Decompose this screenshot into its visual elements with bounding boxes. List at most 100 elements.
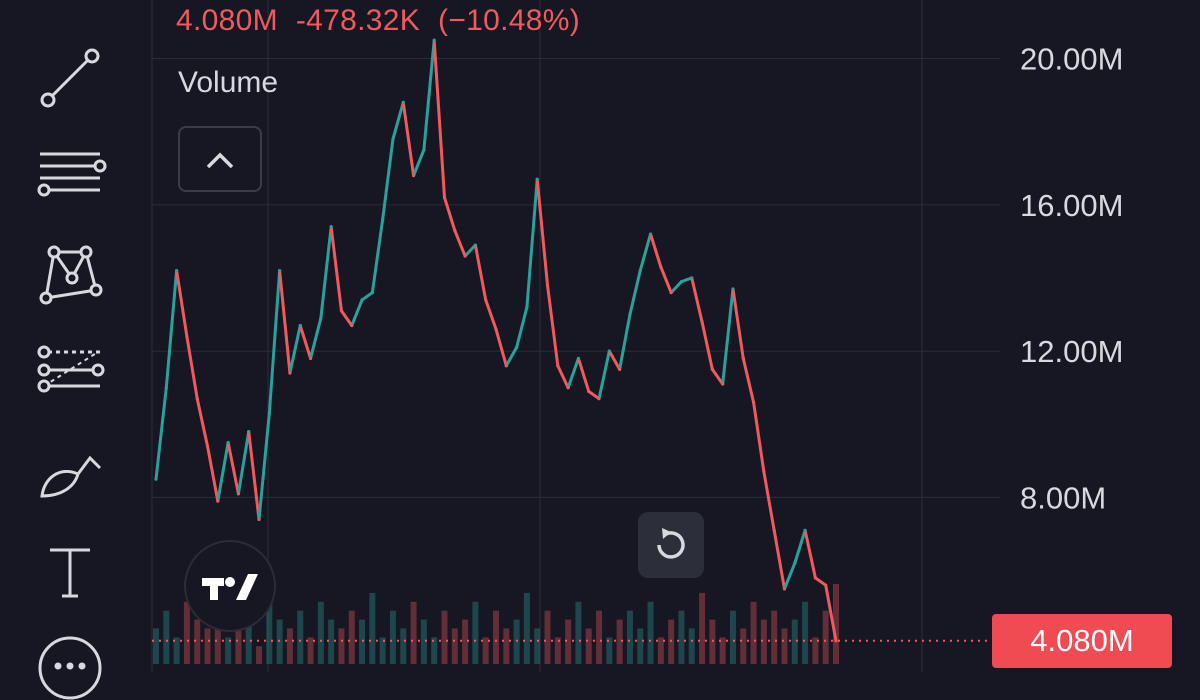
series-segment <box>267 269 282 415</box>
volume-bar <box>688 628 695 664</box>
trend-line-icon[interactable] <box>30 44 110 114</box>
volume-bar <box>523 592 530 664</box>
volume-bar <box>482 637 489 664</box>
projection-icon[interactable] <box>30 340 110 410</box>
text-tool-icon[interactable] <box>30 540 110 610</box>
pattern-icon[interactable] <box>30 240 110 310</box>
volume-bar <box>760 619 767 664</box>
series-segment <box>793 528 807 565</box>
data-point <box>154 477 158 481</box>
horizontal-lines-icon[interactable] <box>30 144 110 214</box>
volume-bar <box>771 610 778 664</box>
volume-bar <box>791 619 798 664</box>
more-icon[interactable] <box>30 630 110 700</box>
data-point <box>247 429 251 434</box>
volume-bar <box>493 610 499 664</box>
volume-bar <box>225 637 232 664</box>
collapse-legend-button[interactable] <box>178 126 262 192</box>
chart-area[interactable]: 20.00M 16.00M 12.00M 8.00M <box>0 0 1200 672</box>
data-point <box>576 356 581 361</box>
data-point <box>618 367 622 372</box>
series-segment <box>484 298 498 331</box>
data-point <box>803 528 807 532</box>
data-point <box>515 345 519 350</box>
data-point <box>741 356 745 361</box>
data-point <box>824 583 828 587</box>
volume-bar <box>606 637 613 664</box>
data-point <box>679 280 684 284</box>
data-point <box>463 254 467 258</box>
volume-bar <box>410 601 417 664</box>
volume-bar <box>245 610 252 664</box>
data-point <box>793 561 797 565</box>
volume-bar <box>194 619 201 664</box>
data-point <box>185 334 189 339</box>
series-segment <box>782 561 797 591</box>
series-segment <box>752 400 766 474</box>
data-point <box>205 444 210 448</box>
data-point <box>216 499 220 503</box>
y-tick-label: 20.00M <box>1020 42 1123 77</box>
series-segment <box>195 397 210 448</box>
series-segment <box>679 276 694 284</box>
series-segment <box>710 367 725 386</box>
series-segment <box>391 100 405 141</box>
volume-bar <box>153 628 159 664</box>
data-point <box>566 386 570 390</box>
volume-bar <box>348 610 355 664</box>
last-value: 4.080M <box>176 4 278 37</box>
series-segment <box>525 177 539 309</box>
series-segment <box>247 430 261 521</box>
series-segment <box>309 316 323 360</box>
data-point <box>813 576 817 580</box>
series-segment <box>401 100 416 178</box>
series-segment <box>515 305 529 349</box>
series-segment <box>442 196 457 232</box>
volume-bar <box>616 619 623 664</box>
series-segment <box>731 287 745 360</box>
value-change-pct: (−10.48%) <box>438 4 580 37</box>
volume-bar <box>729 610 736 664</box>
volume-bar <box>544 610 551 664</box>
indicator-name: Volume <box>178 66 279 99</box>
volume-bar <box>297 610 304 664</box>
data-point <box>360 298 364 302</box>
volume-bar <box>647 601 654 664</box>
volume-bar <box>699 592 706 664</box>
reset-chart-button[interactable] <box>638 512 704 578</box>
series-segment <box>762 470 776 532</box>
chart-svg[interactable]: 20.00M 16.00M 12.00M 8.00M <box>0 0 1200 672</box>
series-segment <box>721 287 735 386</box>
data-point <box>350 323 354 328</box>
series-segment <box>370 217 385 295</box>
data-point <box>329 225 333 229</box>
series-segment <box>700 320 714 371</box>
volume-bar <box>266 584 273 664</box>
volume-bar <box>235 619 242 664</box>
data-point <box>257 517 261 521</box>
volume-bar <box>173 637 180 664</box>
brush-icon[interactable] <box>30 440 110 510</box>
series-segment <box>329 225 343 313</box>
series-segment <box>185 334 199 401</box>
series-segment <box>638 232 653 273</box>
series-segment <box>164 269 179 390</box>
series-segment <box>824 583 838 643</box>
drawing-toolbar <box>0 0 140 700</box>
volume-bar <box>204 628 211 664</box>
data-point <box>381 217 385 222</box>
tradingview-logo[interactable] <box>184 540 276 632</box>
series-segment <box>504 345 519 368</box>
series-segment <box>350 298 364 328</box>
volume-bar <box>400 628 407 664</box>
data-point <box>669 290 673 295</box>
y-tick-label: 8.00M <box>1020 480 1106 515</box>
volume-bar <box>256 646 263 664</box>
data-point <box>751 400 756 404</box>
data-point <box>834 639 838 643</box>
reset-icon <box>657 528 685 559</box>
data-point <box>545 283 550 287</box>
data-point <box>762 470 766 474</box>
series-segment <box>412 148 426 178</box>
